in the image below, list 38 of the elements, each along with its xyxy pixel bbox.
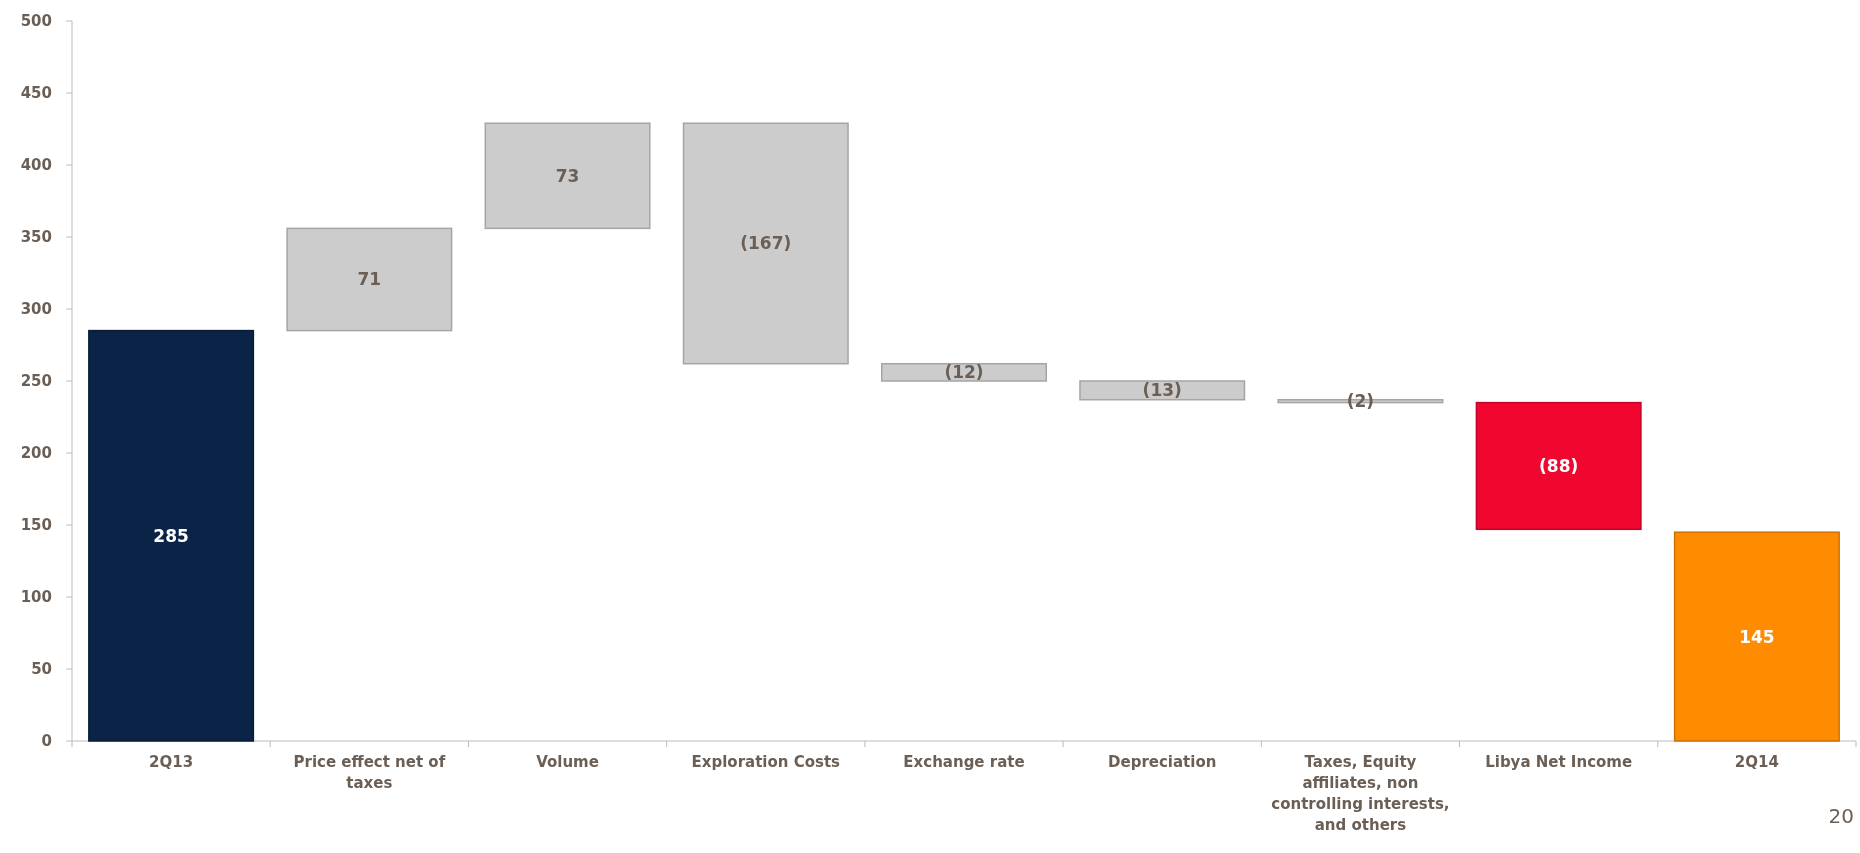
y-tick-label: 300 <box>20 300 52 319</box>
bar <box>286 227 453 332</box>
x-tick-label: 2Q14 <box>1734 753 1779 771</box>
text: 20 <box>1828 804 1854 828</box>
y-tick-label: 500 <box>20 12 52 31</box>
x-tick-label: Volume <box>536 753 599 771</box>
bar <box>880 362 1048 382</box>
data-label: (88) <box>1539 455 1579 476</box>
x-tick-label: Exploration Costs <box>691 753 841 771</box>
data-label: 145 <box>1739 626 1775 647</box>
x-tick-label: Depreciation <box>1108 753 1217 771</box>
y-tick-label: 400 <box>20 156 52 175</box>
bar <box>484 122 651 230</box>
data-label: 73 <box>555 165 580 186</box>
x-tick-label: Price effect net of taxes <box>293 753 446 792</box>
data-label: 71 <box>357 269 382 290</box>
data-label: 285 <box>153 525 189 546</box>
x-tick-label: Libya Net Income <box>1485 753 1633 771</box>
data-label: (2) <box>1346 391 1375 412</box>
y-tick-label: 350 <box>20 228 52 247</box>
bar <box>1673 531 1840 742</box>
bar <box>1079 380 1246 401</box>
data-label: (12) <box>944 362 984 383</box>
bar <box>682 122 849 365</box>
y-tick-label: 50 <box>31 660 52 679</box>
data-label: (13) <box>1142 380 1182 401</box>
y-tick-label: 150 <box>20 516 52 535</box>
data-label: (167) <box>740 233 792 254</box>
x-tick-label: Taxes, Equity affiliates, non controlling interests, and others <box>1271 753 1450 834</box>
y-tick-label: 100 <box>20 588 52 607</box>
y-tick-label: 450 <box>20 84 52 103</box>
y-tick-label: 0 <box>41 732 52 751</box>
bar <box>88 329 255 742</box>
y-tick-label: 200 <box>20 444 52 463</box>
x-tick-label: Exchange rate <box>903 753 1025 771</box>
x-tick-label: 2Q13 <box>149 753 194 771</box>
bar <box>1475 401 1642 531</box>
y-tick-label: 250 <box>20 372 52 391</box>
